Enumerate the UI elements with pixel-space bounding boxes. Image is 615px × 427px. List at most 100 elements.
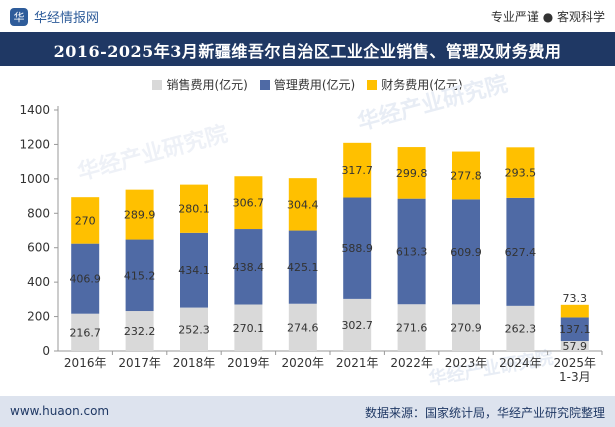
data-label-management: 415.2 [124, 269, 156, 282]
tagline: 专业严谨 ● 客观科学 [490, 10, 605, 24]
stacked-bar-chart: 华经产业研究院华经产业研究院华经产业研究院0200400600800100012… [19, 71, 603, 390]
brand: 华 华经情报网 [10, 7, 99, 26]
data-label-sales: 270.9 [450, 322, 482, 335]
brand-logo-icon: 华 [10, 7, 28, 26]
y-tick-label: 400 [27, 275, 50, 289]
bar-segment-management [506, 197, 535, 306]
chart-legend: 销售费用(亿元) 管理费用(亿元) 财务费用(亿元) [0, 76, 615, 93]
bar-segment-management [125, 239, 154, 312]
bar-segment-finance [180, 184, 208, 233]
watermark-text: 华经产业研究院 [355, 71, 510, 136]
title-bar: 2016-2025年3月新疆维吾尔自治区工业企业销售、管理及财务费用 [0, 32, 615, 66]
data-label-finance: 306.7 [233, 197, 265, 210]
x-tick-label: 2019年 [227, 356, 270, 370]
y-tick-label: 800 [27, 206, 50, 220]
data-label-sales: 270.1 [233, 322, 265, 335]
bar-segment-finance [452, 151, 480, 200]
x-tick-label: 2016年 [64, 356, 107, 370]
data-label-finance: 280.1 [178, 203, 210, 216]
footer-website: www.huaon.com [10, 404, 110, 418]
top-bar: 华 华经情报网 专业严谨 ● 客观科学 [0, 0, 615, 32]
x-tick-label: 2017年 [118, 356, 161, 370]
bar-segment-management [452, 199, 480, 305]
brand-name: 华经情报网 [34, 11, 100, 26]
bar-segment-management [71, 243, 100, 314]
data-label-sales: 271.6 [396, 322, 428, 335]
bar-segment-finance [125, 189, 154, 240]
bar-segment-management [343, 197, 372, 299]
data-label-finance: 293.5 [505, 167, 537, 180]
data-label-finance: 277.8 [450, 169, 482, 182]
x-tick-label: 2018年 [173, 356, 216, 370]
legend-item-finance: 财务费用(亿元) [367, 76, 463, 93]
y-tick-label: 600 [27, 241, 50, 255]
bar-segment-sales [452, 304, 480, 351]
data-label-finance: 289.9 [124, 209, 156, 222]
data-label-management: 588.9 [341, 242, 373, 255]
y-tick-label: 200 [27, 310, 50, 324]
data-label-management: 613.3 [396, 245, 428, 258]
data-label-finance: 317.7 [341, 164, 373, 177]
bar-segment-finance [560, 304, 589, 318]
data-label-finance: 304.4 [287, 198, 319, 211]
x-tick-label: 2022年 [390, 356, 433, 370]
data-label-management: 425.1 [287, 261, 319, 274]
bar-segment-sales [234, 304, 263, 351]
legend-label-finance: 财务费用(亿元) [381, 78, 463, 92]
bar-segment-finance [71, 197, 100, 244]
data-label-finance: 73.3 [563, 292, 588, 305]
bar-segment-management [397, 198, 426, 305]
bar-segment-sales [560, 341, 589, 351]
bar-segment-sales [180, 307, 208, 351]
bar-segment-management [560, 317, 589, 342]
legend-item-management: 管理费用(亿元) [259, 76, 356, 93]
x-tick-label: 2024年 [499, 356, 542, 370]
data-label-sales: 302.7 [341, 319, 373, 332]
bar-segment-sales [71, 313, 100, 351]
bar-segment-sales [506, 305, 535, 351]
x-tick-label: 2021年 [336, 356, 379, 370]
data-label-management: 137.1 [559, 323, 591, 336]
bar-segment-management [180, 232, 208, 308]
bar-segment-sales [125, 311, 154, 351]
footer-bar: www.huaon.com 数据来源：国家统计局，华经产业研究院整理 [0, 396, 615, 427]
y-tick-label: 1000 [19, 172, 50, 186]
bar-segment-finance [234, 176, 263, 230]
data-label-sales: 262.3 [505, 322, 537, 335]
bar-segment-finance [397, 147, 426, 199]
data-label-management: 406.9 [69, 273, 101, 286]
bar-segment-management [234, 229, 263, 305]
bar-segment-sales [397, 304, 426, 351]
y-tick-label: 1400 [19, 103, 50, 117]
y-tick-label: 0 [42, 344, 50, 358]
x-tick-label: 2025年 [554, 356, 597, 370]
bar-segment-management [288, 230, 317, 304]
footer-source: 数据来源：国家统计局，华经产业研究院整理 [364, 406, 605, 420]
data-label-sales: 252.3 [178, 323, 210, 336]
bar-segment-finance [343, 142, 372, 198]
data-label-sales: 232.2 [124, 325, 156, 338]
data-label-management: 434.1 [178, 264, 210, 277]
bar-segment-sales [288, 303, 317, 351]
watermark-text: 华经产业研究院 [75, 121, 230, 186]
legend-swatch-finance [367, 79, 378, 90]
legend-item-sales: 销售费用(亿元) [152, 76, 248, 93]
legend-label-sales: 销售费用(亿元) [166, 78, 248, 92]
x-tick-label: 2020年 [282, 356, 325, 370]
data-label-sales: 57.9 [563, 340, 588, 353]
x-tick-label: 2023年 [445, 356, 488, 370]
legend-label-management: 管理费用(亿元) [273, 78, 356, 92]
y-tick-label: 1200 [19, 137, 50, 151]
data-label-finance: 299.8 [396, 167, 428, 180]
x-tick-label: 1-3月 [559, 370, 591, 384]
data-label-sales: 274.6 [287, 321, 319, 334]
chart-title: 2016-2025年3月新疆维吾尔自治区工业企业销售、管理及财务费用 [53, 42, 562, 61]
bar-segment-finance [506, 147, 535, 198]
data-label-management: 609.9 [450, 246, 482, 259]
bar-segment-sales [343, 298, 372, 351]
legend-swatch-management [259, 79, 270, 90]
data-label-management: 627.4 [505, 246, 537, 259]
bar-segment-finance [288, 178, 317, 231]
legend-swatch-sales [152, 79, 163, 90]
data-label-finance: 270 [75, 214, 96, 227]
